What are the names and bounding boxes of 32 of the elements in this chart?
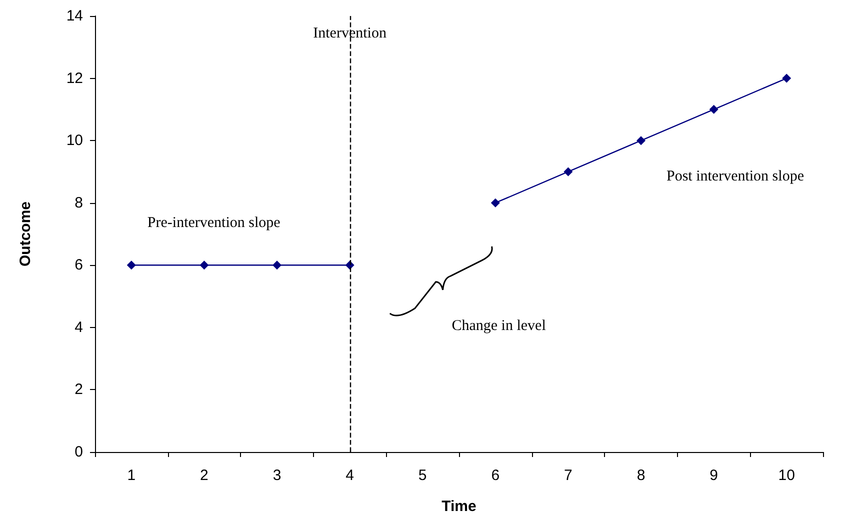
- y-tick-label: 6: [74, 256, 83, 274]
- x-tick-label: 2: [200, 467, 208, 484]
- y-tick-label: 4: [74, 318, 83, 336]
- x-tick-label: 9: [710, 467, 718, 484]
- x-tick-label: 4: [346, 467, 354, 484]
- point: [782, 74, 792, 83]
- point: [490, 198, 500, 208]
- x-tick-label: 5: [418, 467, 427, 484]
- point: [709, 104, 718, 114]
- y-tick-label: 2: [74, 381, 83, 398]
- point: [272, 260, 282, 270]
- x-axis-title: Time: [442, 498, 476, 515]
- y-tick-label: 10: [66, 132, 83, 150]
- y-tick-label: 12: [66, 70, 83, 87]
- y-tick-label: 0: [74, 444, 83, 460]
- point: [200, 260, 209, 270]
- annotation: Pre-intervention slope: [147, 215, 281, 232]
- x-tick-label: 8: [636, 467, 646, 484]
- y-tick-label: 8: [74, 194, 83, 212]
- ref-line-label: Intervention: [313, 26, 387, 42]
- x-tick-label: 7: [564, 467, 572, 484]
- annotation: Change in level: [452, 318, 546, 334]
- x-tick-label: 3: [272, 467, 282, 484]
- y-tick-label: 14: [66, 8, 83, 24]
- point: [564, 167, 573, 176]
- x-tick-label: 1: [127, 467, 136, 484]
- annotation: Post intervention slope: [666, 168, 804, 184]
- point: [126, 260, 136, 270]
- x-tick-label: 10: [778, 467, 795, 484]
- y-axis-title: Outcome: [17, 201, 34, 267]
- point: [636, 136, 646, 146]
- x-tick-label: 6: [491, 467, 500, 484]
